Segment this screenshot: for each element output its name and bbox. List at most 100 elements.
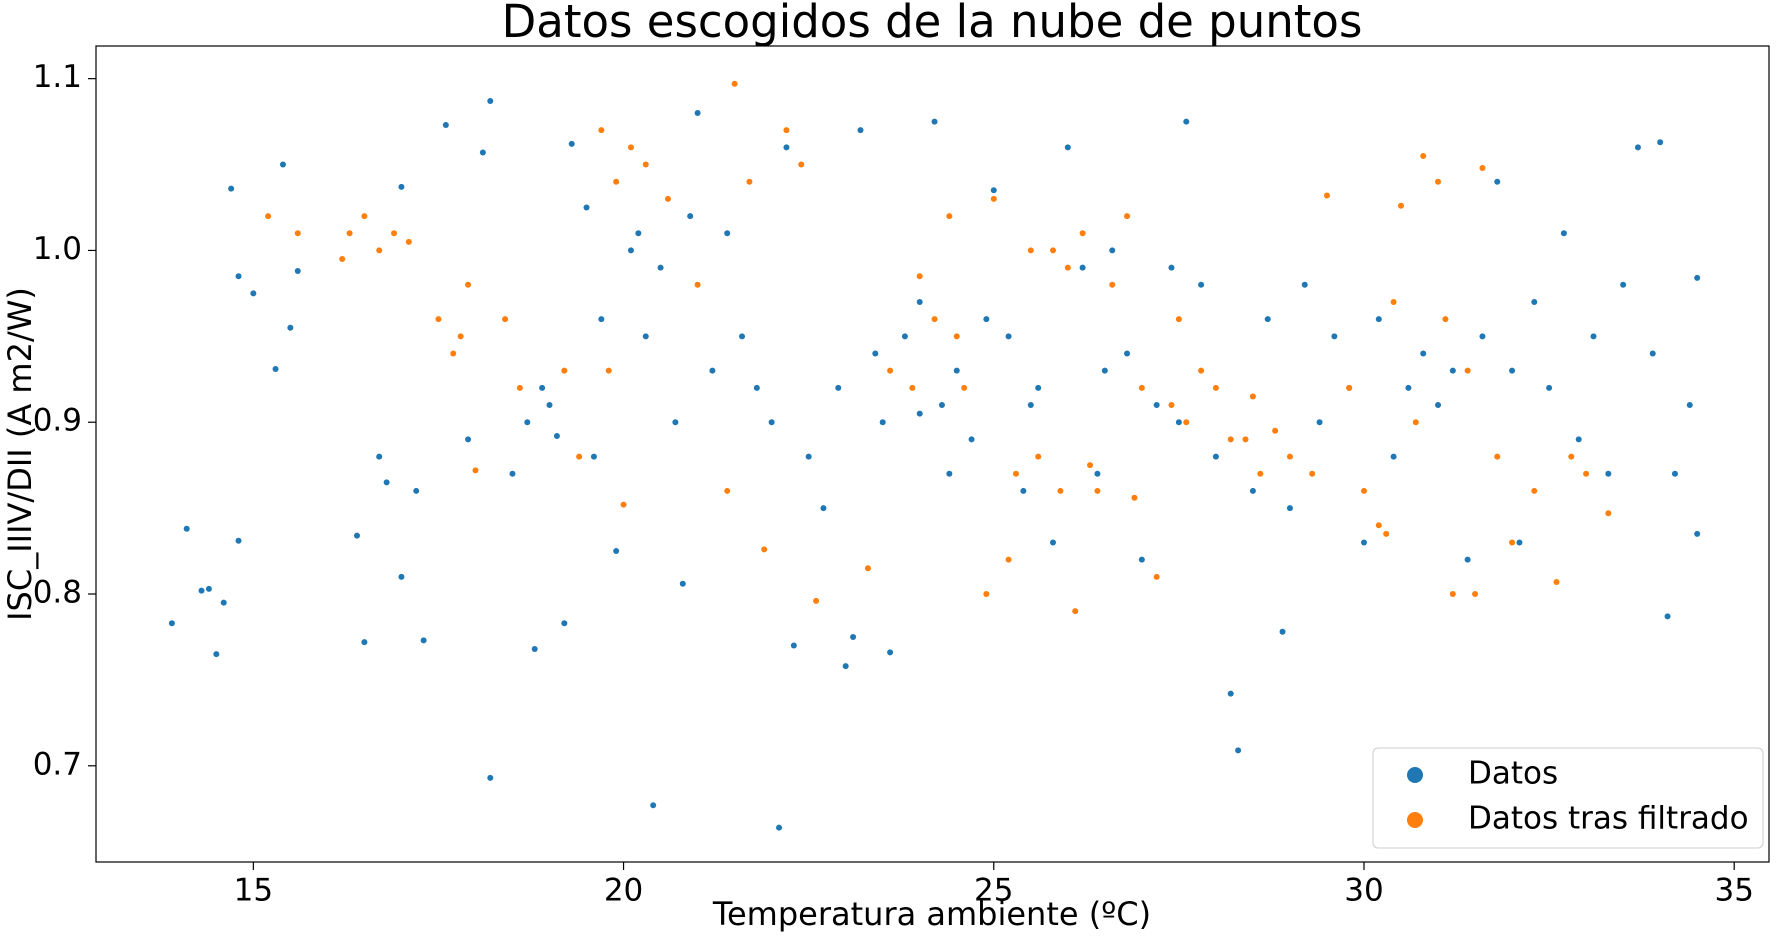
plot-frame: [95, 45, 1770, 863]
data-point: [1360, 487, 1367, 494]
data-point: [753, 384, 760, 391]
data-point: [657, 264, 664, 271]
data-point: [1264, 316, 1271, 323]
data-point: [835, 384, 842, 391]
data-point: [1101, 367, 1108, 374]
data-point: [361, 213, 368, 220]
legend-box: [1372, 747, 1764, 849]
data-point: [294, 230, 301, 237]
data-point: [598, 316, 605, 323]
data-point: [909, 384, 916, 391]
data-point: [983, 591, 990, 598]
data-point: [398, 573, 405, 580]
data-point: [1509, 367, 1516, 374]
data-point: [864, 565, 871, 572]
data-point: [294, 268, 301, 275]
data-point: [1227, 436, 1234, 443]
data-point: [990, 195, 997, 202]
data-point: [465, 436, 472, 443]
data-point: [650, 802, 657, 809]
data-point: [398, 183, 405, 190]
data-point: [783, 127, 790, 134]
data-point: [694, 281, 701, 288]
data-point: [1435, 402, 1442, 409]
data-point: [1420, 350, 1427, 357]
legend-marker: [1407, 767, 1423, 783]
data-point: [642, 161, 649, 168]
data-point: [1249, 393, 1256, 400]
data-point: [1531, 298, 1538, 305]
data-point: [1464, 556, 1471, 563]
data-point: [1331, 333, 1338, 340]
data-point: [487, 774, 494, 781]
data-point: [916, 298, 923, 305]
data-point: [1035, 384, 1042, 391]
data-point: [487, 97, 494, 104]
data-point: [1390, 298, 1397, 305]
data-point: [1620, 281, 1627, 288]
data-point: [1472, 591, 1479, 598]
data-point: [472, 467, 479, 474]
data-point: [724, 230, 731, 237]
data-point: [635, 230, 642, 237]
data-point: [820, 505, 827, 512]
data-point: [1079, 230, 1086, 237]
data-point: [931, 118, 938, 125]
data-point: [1094, 487, 1101, 494]
data-point: [1131, 494, 1138, 501]
data-point: [1212, 453, 1219, 460]
data-point: [1383, 530, 1390, 537]
data-point: [1286, 453, 1293, 460]
data-point: [1124, 350, 1131, 357]
data-point: [420, 637, 427, 644]
data-point: [598, 127, 605, 134]
data-point: [879, 419, 886, 426]
data-point: [1286, 505, 1293, 512]
data-point: [931, 316, 938, 323]
data-point: [235, 273, 242, 280]
data-point: [961, 384, 968, 391]
data-point: [509, 470, 516, 477]
data-point: [761, 546, 768, 553]
data-point: [1590, 333, 1597, 340]
data-point: [205, 585, 212, 592]
data-point: [627, 144, 634, 151]
y-tick-label: 0.7: [33, 746, 82, 782]
data-point: [1516, 539, 1523, 546]
data-point: [546, 402, 553, 409]
data-point: [287, 324, 294, 331]
data-point: [694, 109, 701, 116]
data-point: [405, 238, 412, 245]
data-point: [1398, 202, 1405, 209]
data-point: [1227, 690, 1234, 697]
legend-label: Datos tras filtrado: [1468, 801, 1749, 837]
data-point: [1390, 453, 1397, 460]
data-point: [613, 178, 620, 185]
data-point: [872, 350, 879, 357]
data-point: [746, 178, 753, 185]
data-point: [1323, 192, 1330, 199]
data-point: [354, 532, 361, 539]
data-point: [576, 453, 583, 460]
y-axis-label: ISC_IIIV/DII (A m2/W): [1, 287, 39, 621]
data-point: [279, 161, 286, 168]
data-point: [383, 479, 390, 486]
legend-label: Datos: [1468, 756, 1558, 792]
data-point: [850, 633, 857, 640]
data-point: [1198, 281, 1205, 288]
data-point: [1583, 470, 1590, 477]
data-point: [361, 639, 368, 646]
data-point: [1664, 613, 1671, 620]
data-point: [1694, 274, 1701, 281]
data-point: [857, 127, 864, 134]
data-point: [1316, 419, 1323, 426]
data-point: [1168, 264, 1175, 271]
legend: Datos Datos tras filtrado: [1372, 747, 1764, 849]
data-point: [583, 204, 590, 211]
y-tick-label: 1.0: [33, 231, 82, 267]
data-point: [1027, 402, 1034, 409]
data-point: [1124, 213, 1131, 220]
data-point: [465, 281, 472, 288]
data-point: [953, 333, 960, 340]
data-point: [1494, 178, 1501, 185]
